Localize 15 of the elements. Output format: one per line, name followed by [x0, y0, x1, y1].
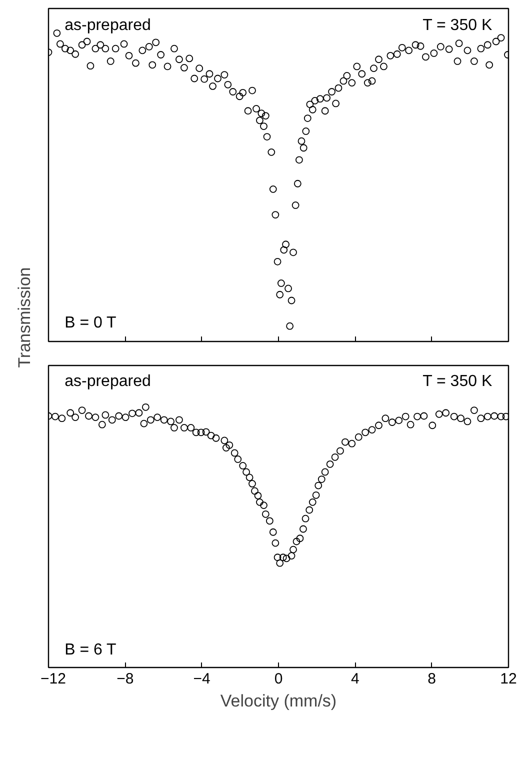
annotation: T = 350 K: [422, 16, 492, 34]
x-tick-label: −8: [116, 670, 134, 688]
annotation: B = 0 T: [64, 314, 117, 332]
x-tick-label: −4: [193, 670, 210, 688]
text: T = 350 K: [422, 373, 492, 390]
text: as-prepared: [64, 373, 151, 390]
x-tick-label: 8: [428, 670, 436, 688]
y-axis-title: Transmission: [15, 267, 34, 368]
x-tick-label: 0: [274, 670, 283, 688]
x-tick-label: 4: [350, 670, 360, 688]
annotation: as-prepared: [64, 16, 151, 34]
annotation: B = 6 T: [64, 641, 117, 658]
x-axis-title: Velocity (mm/s): [220, 692, 337, 710]
x-tick-label: −12: [40, 670, 66, 688]
x-tick-label: 12: [500, 670, 517, 688]
